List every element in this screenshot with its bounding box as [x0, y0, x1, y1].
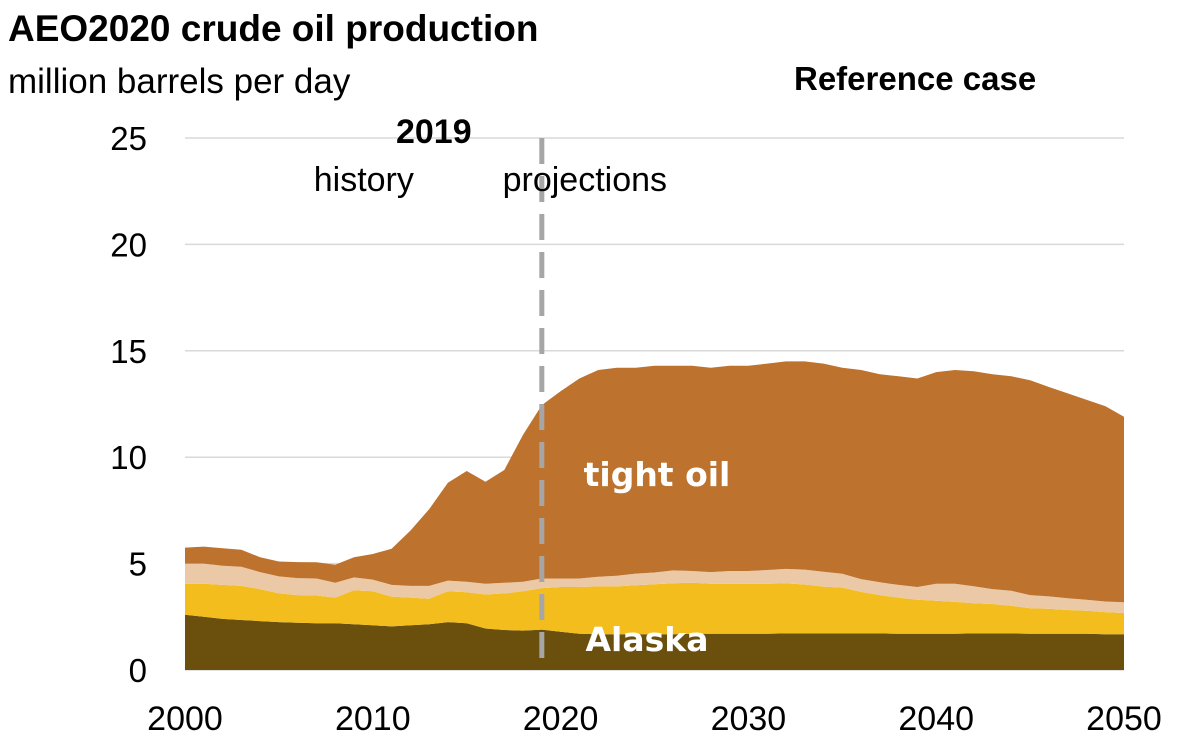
projections-label: projections	[503, 161, 667, 199]
series-area-tight-oil	[185, 361, 1124, 603]
alaska-label: Alaska	[586, 620, 709, 659]
x-tick-label: 2000	[147, 700, 223, 736]
history-label: history	[314, 161, 414, 199]
x-tick-label: 2040	[898, 700, 974, 736]
stacked-areas	[185, 361, 1124, 670]
y-tick-label: 25	[110, 120, 147, 157]
y-axis-unit-label: million barrels per day	[8, 62, 351, 101]
y-tick-label: 0	[129, 652, 147, 689]
y-tick-label: 5	[129, 546, 147, 583]
x-tick-label: 2050	[1086, 700, 1162, 736]
x-tick-label: 2020	[523, 700, 599, 736]
divider-year-label: 2019	[396, 113, 472, 151]
y-tick-label: 20	[110, 226, 147, 263]
x-tick-label: 2010	[335, 700, 411, 736]
y-tick-label: 15	[110, 333, 147, 370]
x-axis-ticks: 2000 2010 2020 2030 2040 2050	[147, 700, 1162, 736]
series-area-alaska	[185, 614, 1124, 670]
x-tick-label: 2030	[711, 700, 787, 736]
scenario-label: Reference case	[794, 60, 1037, 97]
series-area-band-2	[185, 563, 1124, 613]
y-tick-label: 10	[110, 439, 147, 476]
series-labels: tight oil Alaska	[584, 455, 731, 659]
tight-oil-label: tight oil	[584, 455, 731, 494]
chart-title: AEO2020 crude oil production	[8, 8, 539, 49]
y-axis-ticks: 0 5 10 15 20 25	[110, 120, 147, 689]
series-area-band-1	[185, 582, 1124, 635]
